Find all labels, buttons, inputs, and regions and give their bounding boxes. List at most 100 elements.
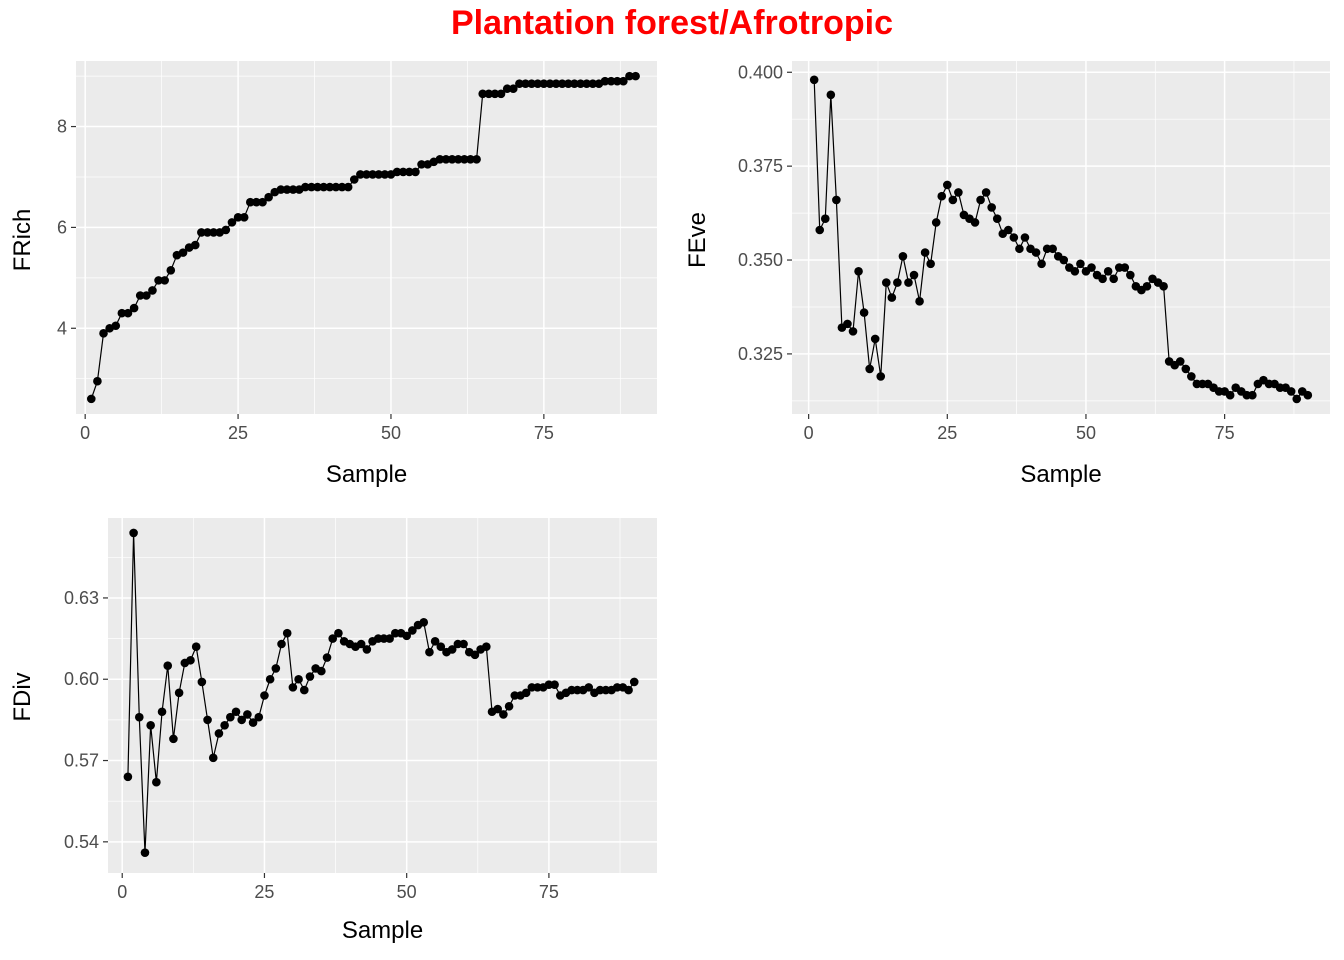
data-point-feve [1004, 225, 1013, 235]
data-point-feve [931, 218, 941, 227]
data-point-feve [876, 372, 886, 381]
data-point-frich [246, 197, 255, 207]
data-point-frich [129, 303, 139, 313]
data-point-fdiv [208, 753, 218, 763]
data-point-frich [576, 79, 585, 88]
data-point-feve [1225, 390, 1235, 400]
data-point-fdiv [254, 712, 264, 722]
data-point-feve [1109, 274, 1118, 284]
data-point-fdiv [231, 707, 241, 717]
data-point-fdiv [265, 674, 275, 684]
plot-frich: 0 25 50 75 4 6 8 Sample FRich [9, 61, 657, 488]
data-point-feve [1103, 266, 1113, 276]
data-point-frich [398, 167, 408, 177]
data-point-frich [368, 170, 377, 179]
data-point-fdiv [459, 639, 468, 649]
data-point-fdiv [197, 677, 207, 687]
data-point-frich [99, 329, 108, 338]
data-point-feve [909, 270, 919, 280]
data-point-feve [1126, 270, 1135, 280]
data-point-fdiv [504, 702, 514, 711]
x-tick-label: 50 [397, 882, 417, 902]
data-point-frich [539, 79, 549, 88]
data-point-fdiv [203, 715, 212, 725]
data-point-feve [992, 214, 1002, 224]
data-point-feve [1009, 233, 1019, 242]
data-point-frich [233, 213, 243, 222]
data-point-frich [117, 308, 127, 318]
data-point-frich [93, 376, 102, 386]
data-point-frich [484, 89, 494, 99]
data-point-frich [478, 89, 488, 99]
data-point-feve [848, 327, 858, 336]
data-point-fdiv [248, 718, 258, 727]
data-point-fdiv [499, 710, 508, 719]
data-point-feve [832, 195, 841, 205]
data-point-feve [1292, 394, 1302, 404]
data-point-fdiv [163, 661, 173, 670]
data-point-feve [1286, 387, 1296, 396]
y-tick-label: 8 [57, 117, 67, 137]
data-point-fdiv [294, 674, 303, 684]
x-tick-label: 0 [80, 423, 90, 443]
data-point-feve [1048, 244, 1057, 254]
data-point-frich [197, 228, 206, 237]
data-point-fdiv [169, 734, 178, 744]
data-point-frich [307, 182, 316, 192]
data-point-fdiv [123, 772, 133, 782]
data-point-feve [859, 308, 869, 317]
y-tick-label: 0.400 [738, 62, 783, 82]
data-point-feve [1159, 282, 1168, 291]
x-tick-label: 0 [117, 882, 127, 902]
data-point-fdiv [470, 650, 480, 660]
data-point-feve [881, 278, 891, 287]
data-point-fdiv [271, 664, 281, 673]
data-point-frich [502, 84, 512, 94]
data-point-frich [313, 182, 322, 192]
data-point-fdiv [362, 645, 372, 654]
data-point-fdiv [191, 642, 201, 652]
data-point-frich [380, 170, 390, 179]
data-point-feve [942, 180, 952, 190]
data-point-feve [1020, 233, 1030, 242]
data-point-frich [570, 79, 579, 88]
data-point-fdiv [277, 639, 286, 649]
data-point-fdiv [260, 691, 269, 700]
data-point-frich [619, 76, 628, 86]
plot-fdiv: 0 25 50 75 0.54 0.57 0.60 0.63 Sample FDiv [9, 518, 657, 944]
data-point-frich [460, 155, 469, 164]
data-point-fdiv [243, 710, 252, 719]
data-point-frich [190, 240, 200, 250]
x-axis-title: Sample [1020, 461, 1101, 488]
x-tick-label: 25 [228, 423, 248, 443]
data-point-frich [417, 160, 426, 169]
x-tick-label: 75 [534, 423, 554, 443]
data-point-frich [319, 182, 328, 192]
data-point-fdiv [447, 645, 457, 654]
figure-title: Plantation forest/Afrotropic [450, 4, 894, 42]
data-point-frich [466, 155, 475, 164]
data-point-feve [815, 225, 825, 235]
data-point-feve [1187, 372, 1196, 381]
x-tick-label: 50 [1076, 423, 1096, 443]
data-point-frich [148, 286, 157, 295]
data-point-fdiv [624, 685, 633, 695]
data-point-feve [843, 319, 852, 329]
data-point-frich [374, 170, 384, 179]
data-point-frich [142, 291, 151, 300]
x-tick-label: 25 [254, 882, 274, 902]
y-tick-label: 0.60 [64, 669, 99, 689]
data-point-fdiv [226, 712, 235, 722]
data-point-frich [86, 394, 96, 404]
data-point-feve [809, 75, 819, 85]
data-point-frich [123, 308, 133, 318]
data-point-fdiv [220, 721, 229, 730]
data-point-feve [904, 278, 913, 287]
data-point-fdiv [146, 721, 155, 730]
data-point-frich [337, 182, 347, 192]
data-point-frich [325, 182, 335, 192]
plot-panel [76, 61, 657, 414]
x-tick-label: 75 [539, 882, 559, 902]
data-point-frich [612, 76, 622, 86]
